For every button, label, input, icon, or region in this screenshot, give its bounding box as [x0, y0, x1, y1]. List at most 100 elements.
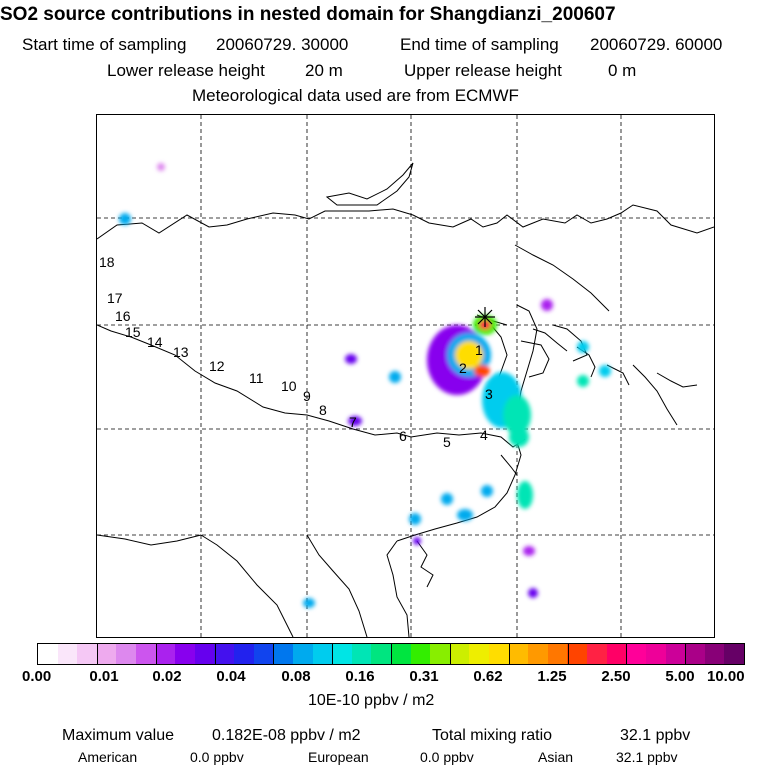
- legend-divider: [273, 644, 275, 664]
- trajectory-label: 6: [399, 428, 407, 444]
- total-mixing-label: Total mixing ratio: [432, 727, 553, 744]
- legend-swatch: [292, 644, 313, 664]
- asian-value: 32.1 ppbv: [616, 749, 678, 765]
- color-legend-bar: [37, 643, 745, 665]
- map-svg: 1 2 3 4 5 6 7 8 9 10 11 12 13 14 15 16 1…: [97, 115, 714, 637]
- legend-tick-label: 10.00: [707, 668, 745, 685]
- legend-swatch: [528, 644, 548, 664]
- trajectory-label: 11: [249, 370, 264, 386]
- trajectory-label: 2: [459, 360, 467, 376]
- legend-swatch: [547, 644, 568, 664]
- legend-swatch: [175, 644, 195, 664]
- trajectory-label: 10: [281, 378, 297, 394]
- legend-swatch: [351, 644, 372, 664]
- legend-swatch: [606, 644, 627, 664]
- legend-swatch: [508, 644, 529, 664]
- legend-tick-label: 2.50: [601, 668, 631, 685]
- legend-swatch: [469, 644, 490, 664]
- legend-swatch: [685, 644, 705, 664]
- legend-divider: [391, 644, 392, 664]
- legend-swatch: [587, 644, 607, 664]
- grid-lines: [97, 115, 714, 637]
- trajectory-label: 7: [349, 414, 357, 430]
- map-panel: 1 2 3 4 5 6 7 8 9 10 11 12 13 14 15 16 1…: [96, 114, 715, 638]
- trajectory-label: 13: [173, 344, 189, 360]
- legend-swatch: [371, 644, 391, 664]
- legend-swatch: [136, 644, 156, 664]
- legend-swatch: [194, 644, 215, 664]
- trajectory-label: 15: [125, 324, 141, 340]
- legend-swatch: [96, 644, 117, 664]
- upper-height-label: Upper release height: [404, 61, 562, 80]
- legend-swatch: [155, 644, 176, 664]
- map-borders: [97, 162, 714, 637]
- legend-tick-label: 5.00: [665, 668, 695, 685]
- legend-swatch: [214, 644, 235, 664]
- legend-divider: [449, 644, 451, 664]
- concentration-plumes: [119, 163, 611, 608]
- legend-swatch: [430, 644, 450, 664]
- trajectory-label: 8: [319, 402, 327, 418]
- european-label: European: [308, 749, 369, 765]
- trajectory-label: 12: [209, 358, 225, 374]
- legend-swatch: [724, 644, 744, 664]
- legend-swatch: [567, 644, 588, 664]
- lower-height-label: Lower release height: [107, 61, 265, 80]
- trajectory-label: 3: [485, 386, 493, 402]
- american-label: American: [78, 749, 138, 765]
- trajectory-label: 16: [115, 308, 131, 324]
- trajectory-labels: 1 2 3 4 5 6 7 8 9 10 11 12 13 14 15 16 1…: [99, 254, 493, 450]
- american-value: 0.0 ppbv: [190, 749, 244, 765]
- legend-tick-label: 0.08: [281, 668, 311, 685]
- trajectory-label: 1: [475, 342, 483, 358]
- end-time-value: 20060729. 60000: [590, 35, 723, 54]
- legend-divider: [508, 644, 510, 664]
- legend-unit: 10E-10 ppbv / m2: [308, 692, 435, 709]
- station-star-icon: [475, 307, 495, 327]
- legend-divider: [332, 644, 334, 664]
- legend-tick-label: 0.02: [152, 668, 182, 685]
- max-value-label: Maximum value: [62, 727, 175, 744]
- legend-tick-label: 0.16: [345, 668, 375, 685]
- legend-tick-label: 0.31: [409, 668, 439, 685]
- met-data-note: Meteorological data used are from ECMWF: [192, 86, 519, 105]
- legend-tick-label: 1.25: [537, 668, 567, 685]
- legend-divider: [567, 644, 569, 664]
- trajectory-label: 18: [99, 254, 115, 270]
- upper-height-value: 0 m: [608, 61, 637, 80]
- legend-swatch: [704, 644, 725, 664]
- legend-divider: [214, 644, 216, 664]
- legend-swatch: [234, 644, 254, 664]
- max-value: 0.182E-08 ppbv / m2: [212, 727, 361, 744]
- trajectory-label: 9: [303, 388, 311, 404]
- legend-swatch: [38, 644, 58, 664]
- legend-swatch: [390, 644, 411, 664]
- trajectory-label: 17: [107, 290, 123, 306]
- legend-divider: [96, 644, 98, 664]
- chart-title: SO2 source contributions in nested domai…: [0, 4, 616, 25]
- lower-height-value: 20 m: [305, 61, 343, 80]
- total-mixing-value: 32.1 ppbv: [620, 727, 691, 744]
- legend-swatch: [77, 644, 97, 664]
- start-time-value: 20060729. 30000: [216, 35, 349, 54]
- legend-swatch: [410, 644, 431, 664]
- legend-tick-label: 0.62: [473, 668, 503, 685]
- legend-swatch: [489, 644, 509, 664]
- start-time-label: Start time of sampling: [22, 35, 187, 54]
- legend-divider: [155, 644, 157, 664]
- legend-divider: [626, 644, 628, 664]
- legend-swatch: [312, 644, 333, 664]
- european-value: 0.0 ppbv: [420, 749, 474, 765]
- legend-swatch: [273, 644, 293, 664]
- trajectory-label: 5: [443, 434, 451, 450]
- trajectory-label: 14: [147, 334, 163, 350]
- legend-swatch: [332, 644, 352, 664]
- legend-divider: [685, 644, 687, 664]
- legend-swatch: [665, 644, 686, 664]
- asian-label: Asian: [538, 749, 574, 765]
- legend-tick-label: 0.01: [89, 668, 119, 685]
- legend-tick-label: 0.00: [22, 668, 52, 685]
- legend-tick-label: 0.04: [216, 668, 246, 685]
- legend-swatch: [626, 644, 646, 664]
- trajectory-label: 4: [480, 427, 488, 443]
